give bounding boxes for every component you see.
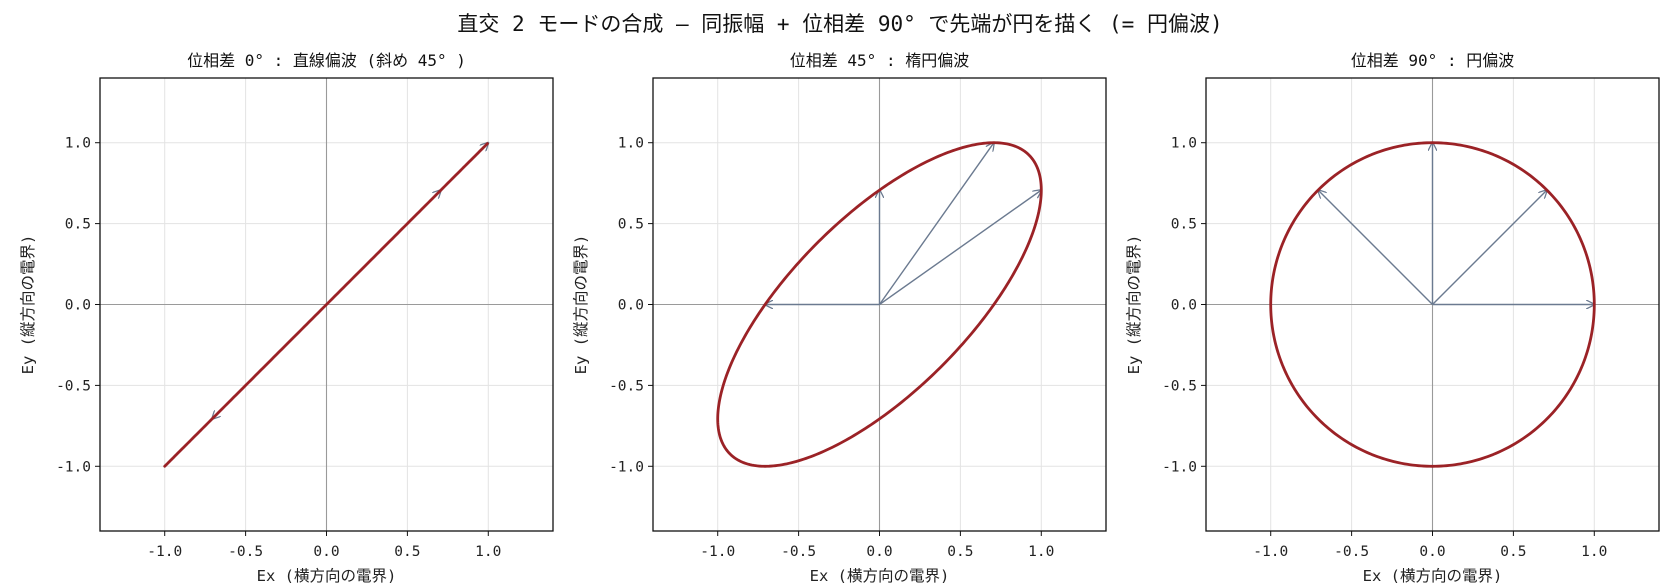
field-vector-arrow xyxy=(878,143,994,305)
field-vector-arrow xyxy=(879,190,1042,306)
x-tick-label: 0.5 xyxy=(1500,544,1526,560)
y-tick-label: 1.0 xyxy=(1171,136,1197,152)
y-tick-label: -1.0 xyxy=(1162,459,1197,475)
y-axis-label: Ey (縦方向の電界) xyxy=(1125,235,1143,375)
x-axis-label: Ex (横方向の電界) xyxy=(257,567,397,585)
x-axis-label: Ex (横方向の電界) xyxy=(810,567,950,585)
x-tick-label: -1.0 xyxy=(700,544,735,560)
y-tick-label: 0.0 xyxy=(618,298,644,314)
x-tick-label: -0.5 xyxy=(1334,544,1369,560)
x-tick-label: 0.5 xyxy=(394,544,420,560)
panel-title: 位相差 0° : 直線偏波 (斜め 45° ) xyxy=(187,51,466,70)
x-tick-label: 0.0 xyxy=(1419,544,1445,560)
y-tick-label: 0.5 xyxy=(65,217,91,233)
field-vector-arrow xyxy=(1318,190,1433,305)
x-tick-label: 0.0 xyxy=(313,544,339,560)
x-tick-label: -1.0 xyxy=(147,544,182,560)
y-tick-label: 0.0 xyxy=(1171,298,1197,314)
x-tick-label: 1.0 xyxy=(1028,544,1054,560)
field-vector-arrow xyxy=(1432,190,1547,305)
panel-title: 位相差 90° : 円偏波 xyxy=(1351,51,1514,70)
panel-1: -1.0 -0.5 0.0 0.5 1.0 -1.0 -0.5 0.0 0.5 1.0 位相差 0°… xyxy=(19,51,554,585)
x-tick-label: 0.5 xyxy=(947,544,973,560)
y-tick-label: -0.5 xyxy=(56,378,91,394)
y-tick-label: 1.0 xyxy=(618,136,644,152)
x-tick-label: 1.0 xyxy=(475,544,501,560)
polarization-curve xyxy=(163,141,490,468)
y-tick-label: 1.0 xyxy=(65,136,91,152)
y-axis-label: Ey (縦方向の電界) xyxy=(572,235,590,375)
y-tick-label: -1.0 xyxy=(56,459,91,475)
polarization-curve xyxy=(716,141,1043,468)
y-tick-label: 0.5 xyxy=(1171,217,1197,233)
y-tick-label: 0.5 xyxy=(618,217,644,233)
y-tick-label: 0.0 xyxy=(65,298,91,314)
x-tick-label: 1.0 xyxy=(1581,544,1607,560)
x-axis-label: Ex (横方向の電界) xyxy=(1363,567,1503,585)
x-tick-label: -1.0 xyxy=(1253,544,1288,560)
y-tick-label: -1.0 xyxy=(609,459,644,475)
y-tick-label: -0.5 xyxy=(1162,378,1197,394)
x-tick-label: 0.0 xyxy=(866,544,892,560)
panel-title: 位相差 45° : 楕円偏波 xyxy=(790,51,969,70)
y-axis-label: Ey (縦方向の電界) xyxy=(19,235,37,375)
panel-3: -1.0 -0.5 0.0 0.5 1.0 -1.0 -0.5 0.0 0.5 1.0 位相差 90… xyxy=(1125,51,1660,585)
figure-title: 直交 2 モードの合成 — 同振幅 + 位相差 90° で先端が円を描く (= … xyxy=(457,12,1223,36)
x-tick-label: -0.5 xyxy=(781,544,816,560)
y-tick-label: -0.5 xyxy=(609,378,644,394)
polarization-curve xyxy=(1269,141,1596,468)
x-tick-label: -0.5 xyxy=(228,544,263,560)
panel-2: -1.0 -0.5 0.0 0.5 1.0 -1.0 -0.5 0.0 0.5 1.0 位相差 45… xyxy=(572,51,1107,585)
